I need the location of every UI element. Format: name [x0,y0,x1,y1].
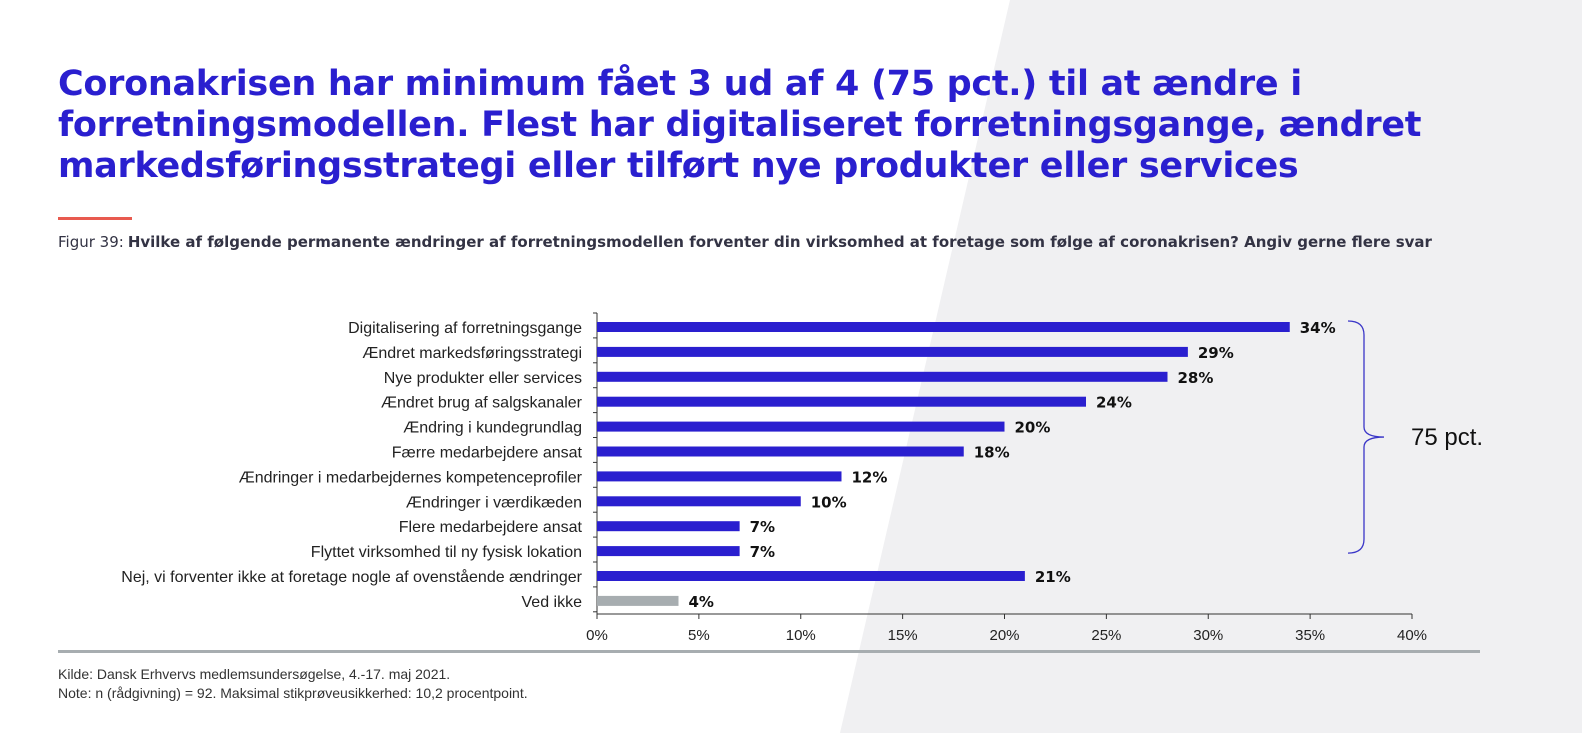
category-label: Ændring i kundegrundlag [403,420,582,437]
x-tick-label: 0% [586,627,608,644]
category-label: Digitalisering af forretningsgange [348,320,582,337]
value-label: 20% [1015,419,1051,437]
bar [597,571,1025,581]
value-label: 34% [1300,319,1336,337]
bar [597,496,801,507]
category-label: Ændret brug af salgskanaler [381,395,583,412]
source-text: Kilde: Dansk Erhvervs medlemsundersøgels… [58,666,451,682]
bar [597,371,1168,382]
footer-divider [58,650,1480,653]
bar [597,521,740,532]
figure-number: Figur 39: [58,233,124,251]
x-tick-label: 25% [1091,627,1121,644]
bar [597,421,1005,432]
value-label: 24% [1096,394,1132,412]
bar [597,346,1188,357]
category-label: Ændringer i værdikæden [406,494,582,511]
category-label: Nej, vi forventer ikke at foretage nogle… [121,568,582,586]
x-tick-label: 40% [1397,627,1427,644]
category-label: Flere medarbejdere ansat [399,519,583,536]
value-label: 10% [811,493,847,511]
category-label: Flyttet virksomhed til ny fysisk lokatio… [311,544,582,561]
bar [597,322,1290,332]
category-label: Færre medarbejdere ansat [392,445,583,462]
x-tick-label: 5% [688,627,710,644]
bar [597,546,740,557]
value-label: 4% [689,593,714,611]
bar [597,396,1086,407]
value-label: 12% [852,468,888,486]
category-label: Nye produkter eller services [384,370,582,387]
bar [597,595,679,606]
annotation-label: 75 pct. [1411,424,1483,451]
x-tick-label: 30% [1193,627,1223,644]
x-tick-label: 10% [786,627,816,644]
figure-question: Hvilke af følgende permanente ændringer … [127,233,1432,251]
bar [597,471,842,482]
x-tick-label: 35% [1295,627,1325,644]
value-label: 7% [750,518,775,536]
x-tick-label: 15% [888,627,918,644]
category-label: Ved ikke [522,594,583,611]
value-label: 21% [1035,568,1071,586]
value-label: 28% [1178,369,1214,387]
note-text: Note: n (rådgivning) = 92. Maksimal stik… [58,685,528,701]
x-tick-label: 20% [989,627,1019,644]
bracket-annotation [1347,320,1385,554]
value-label: 29% [1198,344,1234,362]
bar [597,446,964,457]
page-title: Coronakrisen har minimum fået 3 ud af 4 … [58,64,1422,186]
category-label: Ændret markedsføringsstrategi [362,345,582,362]
category-label: Ændringer i medarbejdernes kompetencepro… [239,469,583,486]
title-accent-line [58,217,132,220]
value-label: 7% [750,543,775,561]
figure-caption: Figur 39: Hvilke af følgende permanente æ… [58,233,1432,251]
value-label: 18% [974,444,1010,462]
